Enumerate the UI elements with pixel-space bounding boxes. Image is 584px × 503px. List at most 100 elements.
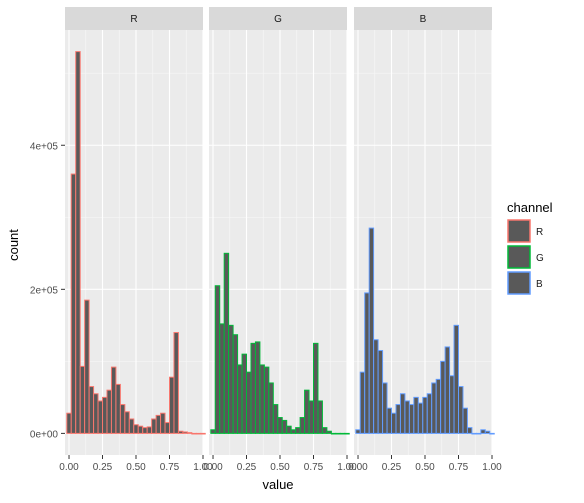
histogram-bar <box>177 430 184 434</box>
histogram-bar <box>210 429 216 434</box>
histogram-bar <box>386 407 393 434</box>
histogram-bar <box>263 366 270 434</box>
legend-key <box>507 271 531 295</box>
histogram-bar <box>359 371 366 434</box>
histogram-bar <box>286 425 292 434</box>
legend-item-G: G <box>507 245 544 269</box>
histogram-bar <box>444 346 451 434</box>
y-axis: 0e+00 2e+05 4e+05 <box>30 141 65 440</box>
legend-title: channel <box>507 200 553 215</box>
histogram-bar <box>142 427 148 434</box>
x-tick-label: 0.50 <box>415 462 435 473</box>
histogram-bar <box>84 299 90 434</box>
histogram-bar <box>373 339 379 434</box>
x-axes: 0.00 0.25 0.50 0.75 1.000.00 0.25 0.50 0.75 1.00… <box>59 455 502 473</box>
histogram-bar <box>75 51 81 434</box>
histogram-bar <box>272 404 279 434</box>
legend-label: B <box>536 279 543 290</box>
histogram-bar <box>115 383 121 434</box>
histogram-bar <box>97 400 104 434</box>
histogram-bar <box>137 425 144 434</box>
legend-item-R: R <box>507 219 543 243</box>
histogram-bar <box>395 404 401 434</box>
legend-label: G <box>536 253 544 264</box>
histogram-bar <box>246 371 252 434</box>
histogram-bar <box>308 400 314 434</box>
histogram-bar <box>413 396 419 434</box>
histogram-bar <box>110 366 117 434</box>
histogram-bar <box>426 393 433 434</box>
histogram-bar <box>164 422 170 434</box>
histogram-bar <box>408 404 415 434</box>
histogram-bar <box>422 396 428 434</box>
y-tick-label: 0e+00 <box>30 429 59 440</box>
histogram-bar <box>382 382 388 434</box>
series-G-bars <box>210 252 350 435</box>
histogram-bar <box>466 427 473 434</box>
legend-item-B: B <box>507 271 543 295</box>
histogram-bar <box>268 382 274 434</box>
histogram-bar <box>489 432 495 435</box>
histogram-bar <box>223 252 230 434</box>
histogram-bar <box>102 396 108 434</box>
histogram-bar <box>299 417 306 434</box>
histogram-bar <box>364 292 370 434</box>
histogram-bar <box>232 334 239 434</box>
histogram-bar <box>169 376 175 434</box>
facet-strip-label: B <box>420 14 427 25</box>
series-B-bars <box>355 227 495 435</box>
x-tick-label: 0.75 <box>304 462 324 473</box>
histogram-bar <box>391 412 397 434</box>
facet-strip <box>354 7 492 30</box>
y-tick-label: 2e+05 <box>30 285 59 296</box>
histogram-bar <box>93 393 99 434</box>
histogram-bar <box>475 432 482 435</box>
histogram-bar <box>119 404 126 434</box>
histogram-bar <box>254 341 261 434</box>
histogram-bar <box>321 427 328 434</box>
x-tick-label: 0.00 <box>59 462 79 473</box>
facet-strip <box>209 7 347 30</box>
facet-strip-label: R <box>130 14 137 25</box>
x-tick-label: 1.00 <box>482 462 502 473</box>
histogram-bar <box>417 402 424 434</box>
x-tick-label: 0.25 <box>93 462 113 473</box>
histogram-bar <box>317 400 323 434</box>
histogram-bar <box>368 227 375 434</box>
histogram-bar <box>186 432 193 434</box>
histogram-bar <box>214 285 221 434</box>
histogram-bar <box>339 432 346 435</box>
x-tick-label: 0.75 <box>449 462 469 473</box>
histogram-bar <box>281 419 288 434</box>
x-tick-label: 0.50 <box>126 462 146 473</box>
facet-panel-B: B <box>354 7 495 455</box>
histogram-bar <box>295 427 301 434</box>
y-tick-label: 4e+05 <box>30 141 59 152</box>
histogram-bar <box>133 424 139 434</box>
histogram-bar <box>277 417 283 434</box>
histogram-bar <box>440 360 446 434</box>
series-R-bars <box>66 51 206 435</box>
legend: channel R G B <box>507 200 553 295</box>
histogram-bar <box>458 386 464 434</box>
histogram-bar <box>480 429 486 434</box>
histogram-bar <box>355 429 361 434</box>
histogram-bar <box>344 432 350 435</box>
histogram-bar <box>241 353 248 434</box>
histogram-bar <box>431 382 437 434</box>
x-tick-label: 0.75 <box>160 462 180 473</box>
histogram-bar <box>462 407 468 434</box>
histogram-bar <box>182 431 188 434</box>
histogram-bar <box>259 364 265 434</box>
histogram-bar <box>155 414 162 434</box>
histogram-bar <box>79 365 86 434</box>
histogram-bar <box>128 418 135 434</box>
histogram-bar <box>124 411 130 434</box>
histogram-bar <box>151 418 157 434</box>
histogram-bar <box>404 400 410 434</box>
histogram-bar <box>471 432 477 435</box>
x-tick-label: 1.00 <box>337 462 357 473</box>
legend-key <box>507 219 531 243</box>
histogram-bar <box>335 432 341 435</box>
x-tick-label: 1.00 <box>193 462 213 473</box>
